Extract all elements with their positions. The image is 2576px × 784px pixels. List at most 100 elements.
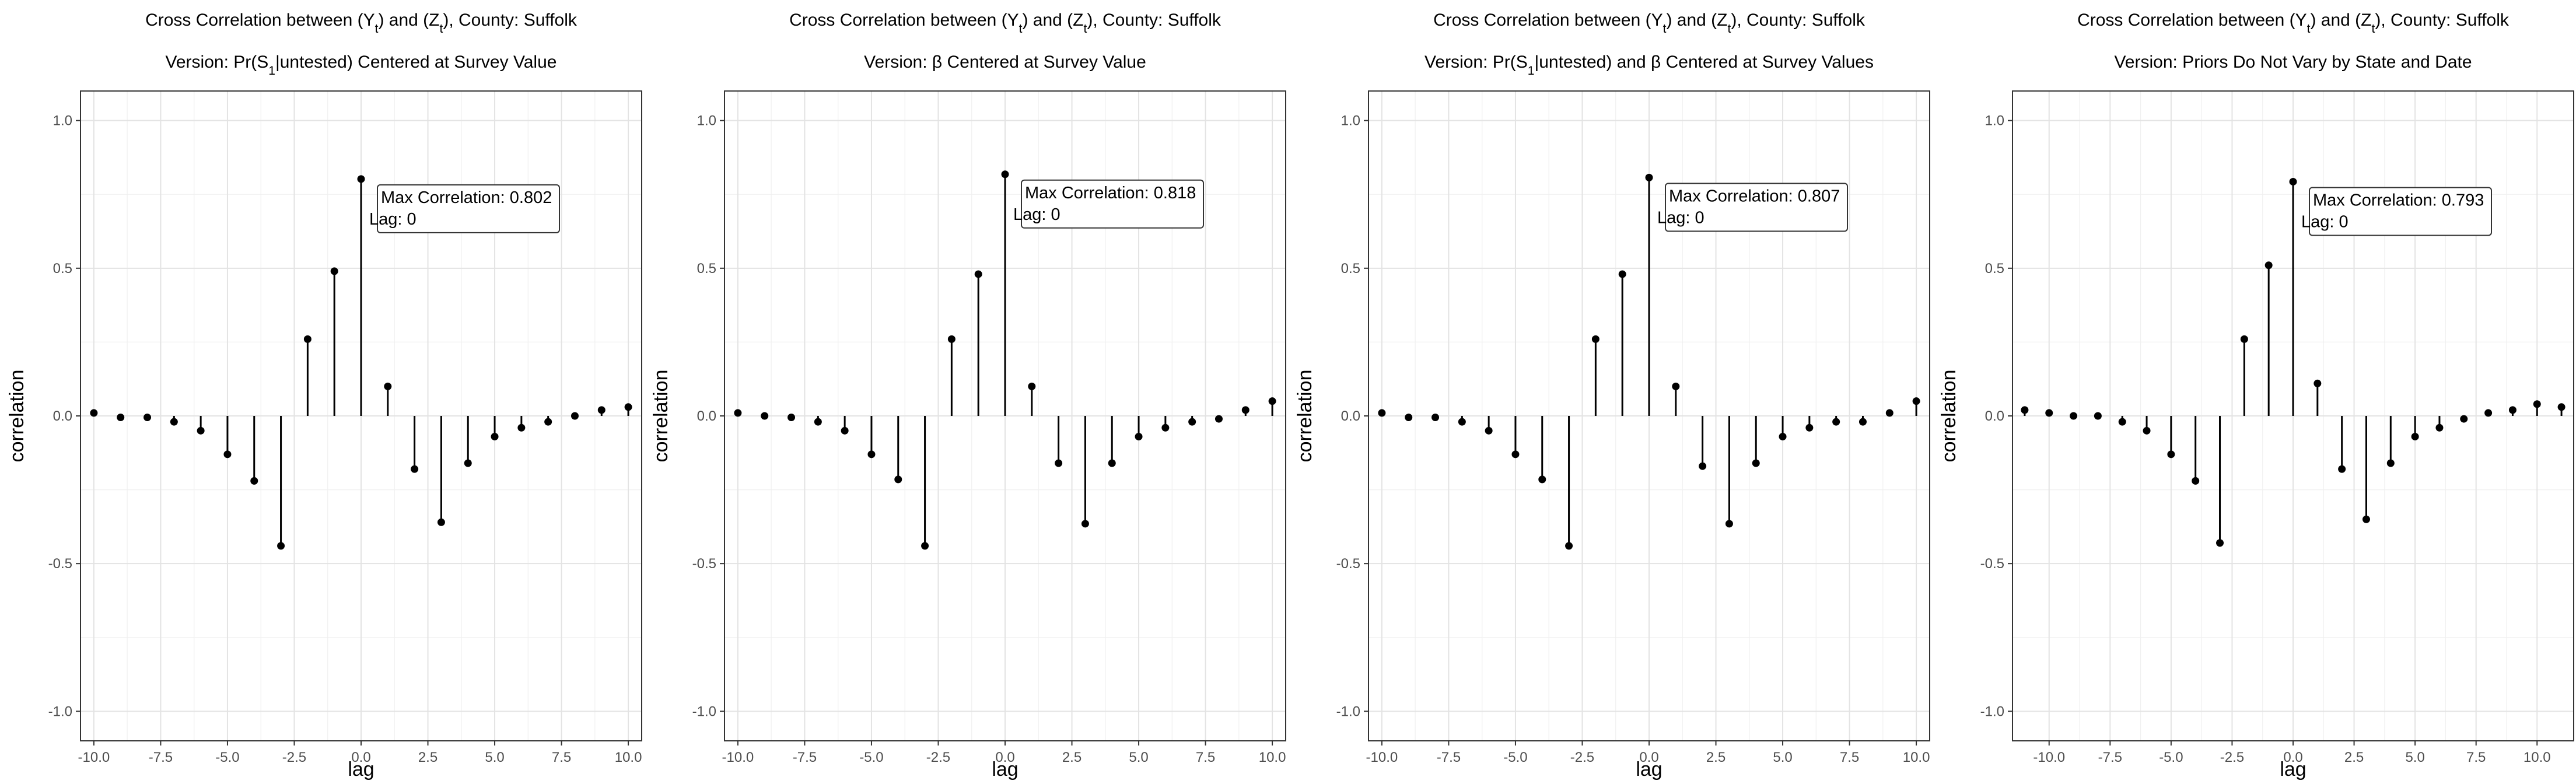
data-point (1055, 459, 1063, 467)
x-tick-label: 0.0 (1639, 750, 1658, 765)
data-point (814, 418, 822, 426)
title-segment: ) and (Z (2310, 10, 2371, 30)
y-axis-label: correlation (6, 370, 28, 463)
title-segment: ) and (Z (378, 10, 439, 30)
chart-panel-1: Cross Correlation between (Yt) and (Zt),… (6, 10, 642, 780)
data-point (1432, 414, 1440, 422)
title-segment: Version: Pr(S (166, 52, 269, 72)
title-segment: Cross Correlation between (Y (2077, 10, 2307, 30)
data-point (1779, 432, 1787, 440)
x-tick-label: 2.5 (2344, 750, 2364, 765)
chart-title: Cross Correlation between (Yt) and (Zt),… (789, 10, 1222, 36)
data-point (1725, 520, 1733, 528)
y-tick-label: 0.5 (1341, 261, 1360, 276)
chart-title: Cross Correlation between (Yt) and (Zt),… (2077, 10, 2510, 36)
x-tick-label: 10.0 (1259, 750, 1286, 765)
data-point (2557, 403, 2566, 411)
data-point (2094, 412, 2102, 420)
data-point (947, 335, 956, 343)
x-tick-label: -2.5 (926, 750, 950, 765)
data-point (1752, 459, 1760, 467)
x-tick-label: -7.5 (793, 750, 817, 765)
annotation-lag: Lag: 0 (1657, 208, 1704, 227)
data-point (144, 414, 152, 422)
y-tick-label: 0.0 (53, 408, 72, 424)
data-point (2021, 406, 2029, 414)
data-point (2508, 406, 2516, 414)
data-point (117, 414, 125, 422)
data-point (1591, 335, 1600, 343)
title-segment: ), County: Suffolk (1731, 10, 1866, 30)
chart-subtitle: Version: Pr(S1|untested) and β Centered … (1424, 52, 1874, 78)
y-axis-label: correlation (1938, 370, 1960, 463)
title-segment: |untested) Centered at Survey Value (275, 52, 557, 72)
x-tick-label: 10.0 (1903, 750, 1930, 765)
chart-title: Cross Correlation between (Yt) and (Zt),… (145, 10, 578, 36)
annotation-box (377, 184, 560, 233)
data-point (2460, 415, 2468, 423)
title-subscript: t (439, 22, 443, 36)
data-point (2362, 515, 2370, 523)
data-point (544, 418, 552, 426)
data-point (170, 418, 178, 426)
data-point (1672, 382, 1680, 390)
title-subscript: t (1019, 22, 1023, 36)
x-tick-label: -5.0 (2159, 750, 2183, 765)
x-tick-label: 10.0 (2524, 750, 2551, 765)
y-tick-label: -0.5 (48, 556, 72, 572)
data-point (761, 412, 769, 420)
x-tick-label: -10.0 (722, 750, 754, 765)
data-point (894, 475, 902, 484)
title-segment: Version: β Centered at Survey Value (864, 52, 1146, 72)
y-tick-label: -0.5 (1336, 556, 1360, 572)
data-point (437, 518, 445, 526)
title-segment: Version: Pr(S (1424, 52, 1528, 72)
title-segment: ), County: Suffolk (2375, 10, 2510, 30)
data-point (1188, 418, 1196, 426)
data-point (2289, 177, 2297, 186)
chart-panel-4: Cross Correlation between (Yt) and (Zt),… (1938, 10, 2574, 780)
x-tick-label: -7.5 (149, 750, 173, 765)
data-point (1805, 424, 1814, 432)
title-segment: Cross Correlation between (Y (145, 10, 375, 30)
y-tick-label: 1.0 (1985, 113, 2004, 129)
chart-title: Cross Correlation between (Yt) and (Zt),… (1433, 10, 1866, 36)
y-axis-label: correlation (650, 370, 672, 463)
data-point (2216, 539, 2224, 547)
data-point (250, 477, 258, 485)
data-point (90, 409, 98, 417)
data-point (1378, 409, 1386, 417)
data-point (1645, 173, 1653, 181)
data-point (2484, 409, 2493, 417)
title-segment: ) and (Z (1666, 10, 1727, 30)
title-subscript: 1 (268, 64, 275, 78)
data-point (2240, 335, 2248, 343)
title-segment: ) and (Z (1022, 10, 1083, 30)
y-tick-label: 0.5 (1985, 261, 2004, 276)
x-tick-label: -5.0 (1503, 750, 1527, 765)
data-point (1001, 170, 1009, 178)
data-point (464, 459, 472, 467)
x-tick-label: -10.0 (78, 750, 110, 765)
x-axis-label: lag (992, 758, 1018, 780)
data-point (597, 406, 606, 414)
x-axis-label: lag (1636, 758, 1662, 780)
data-point (2070, 412, 2078, 420)
data-point (1885, 409, 1894, 417)
annotation-max-correlation: Max Correlation: 0.802 (381, 188, 552, 207)
x-tick-label: 5.0 (1129, 750, 1148, 765)
x-tick-label: 0.0 (2283, 750, 2302, 765)
annotation-max-correlation: Max Correlation: 0.818 (1025, 184, 1196, 202)
x-tick-label: 0.0 (351, 750, 370, 765)
title-segment: Cross Correlation between (Y (1433, 10, 1663, 30)
annotation-lag: Lag: 0 (1013, 205, 1060, 224)
y-tick-label: 0.0 (1341, 408, 1360, 424)
annotation-box (1665, 183, 1848, 232)
y-tick-label: -1.0 (48, 704, 72, 719)
data-point (277, 542, 285, 550)
annotation-box (1021, 179, 1204, 229)
x-tick-label: 0.0 (995, 750, 1014, 765)
title-segment: ), County: Suffolk (443, 10, 578, 30)
title-subscript: t (375, 22, 379, 36)
